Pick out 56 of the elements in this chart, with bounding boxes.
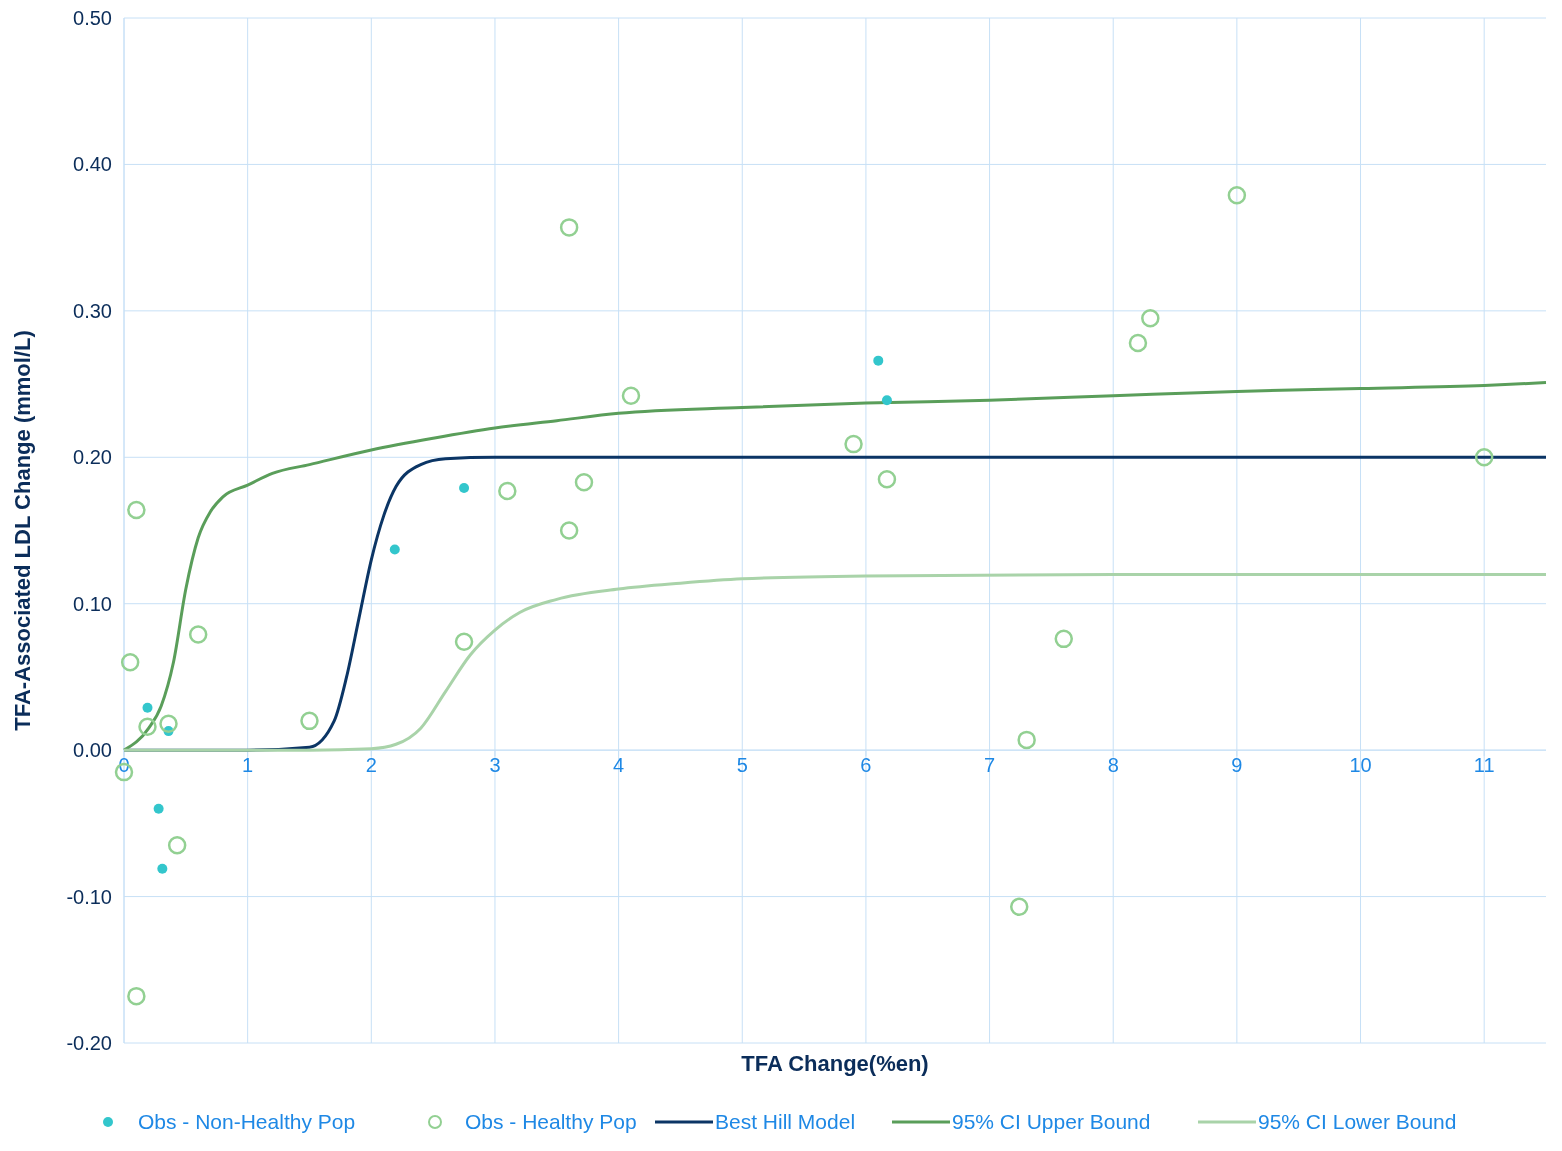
point bbox=[1009, 897, 1029, 917]
point bbox=[127, 986, 146, 1006]
point bbox=[300, 711, 319, 731]
point bbox=[459, 483, 470, 494]
point bbox=[873, 355, 884, 366]
x-tick-label: 10 bbox=[1349, 754, 1372, 777]
y-tick-label: 0.10 bbox=[73, 592, 112, 615]
point bbox=[881, 395, 892, 406]
point bbox=[844, 434, 863, 454]
point bbox=[1128, 333, 1148, 353]
y-tick-label: 0.50 bbox=[73, 7, 112, 29]
point bbox=[188, 625, 208, 644]
point bbox=[559, 218, 579, 237]
point bbox=[621, 386, 641, 406]
point bbox=[1474, 448, 1494, 467]
x-tick-label: 11 bbox=[1473, 754, 1495, 777]
point bbox=[138, 717, 157, 736]
point bbox=[153, 803, 164, 814]
point bbox=[142, 702, 153, 713]
point bbox=[127, 500, 146, 520]
x-tick-label: 4 bbox=[613, 754, 625, 777]
point bbox=[877, 470, 897, 489]
legend-label: 95% CI Upper Bound bbox=[952, 1110, 1151, 1133]
x-tick-label: 8 bbox=[1107, 754, 1119, 777]
x-tick-label: 1 bbox=[242, 754, 254, 777]
y-tick-label: -0.20 bbox=[66, 1032, 112, 1054]
x-tick-label: 2 bbox=[365, 754, 377, 777]
x-axis-title: TFA Change(%en) bbox=[741, 1051, 929, 1076]
y-tick-label: 0.00 bbox=[73, 739, 112, 762]
x-tick-label: 5 bbox=[736, 754, 748, 777]
point bbox=[167, 836, 187, 855]
point bbox=[159, 714, 178, 734]
point bbox=[454, 632, 474, 652]
legend-label: 95% CI Lower Bound bbox=[1258, 1110, 1457, 1133]
legend-label: Best Hill Model bbox=[715, 1110, 856, 1133]
point bbox=[1227, 185, 1247, 205]
point bbox=[559, 521, 579, 540]
point bbox=[1141, 308, 1160, 328]
point bbox=[1017, 730, 1036, 750]
x-tick-label: 7 bbox=[984, 754, 996, 777]
x-tick-label: 6 bbox=[860, 754, 872, 777]
x-tick-label: 3 bbox=[489, 754, 501, 777]
point bbox=[389, 544, 400, 555]
y-tick-label: 0.20 bbox=[73, 446, 112, 469]
legend-label: Obs - Healthy Pop bbox=[465, 1110, 637, 1133]
point bbox=[574, 472, 594, 492]
x-tick-label: 9 bbox=[1231, 754, 1243, 777]
y-tick-label: 0.30 bbox=[73, 299, 112, 322]
y-axis-title: TFA-Associated LDL Change (mmol/L) bbox=[10, 330, 35, 731]
point bbox=[120, 653, 140, 672]
y-tick-label: 0.40 bbox=[73, 153, 112, 176]
y-tick-label: -0.10 bbox=[66, 885, 112, 908]
point bbox=[1054, 629, 1074, 649]
legend-label: Obs - Non-Healthy Pop bbox=[138, 1110, 356, 1133]
point bbox=[498, 481, 517, 501]
point bbox=[157, 863, 168, 874]
